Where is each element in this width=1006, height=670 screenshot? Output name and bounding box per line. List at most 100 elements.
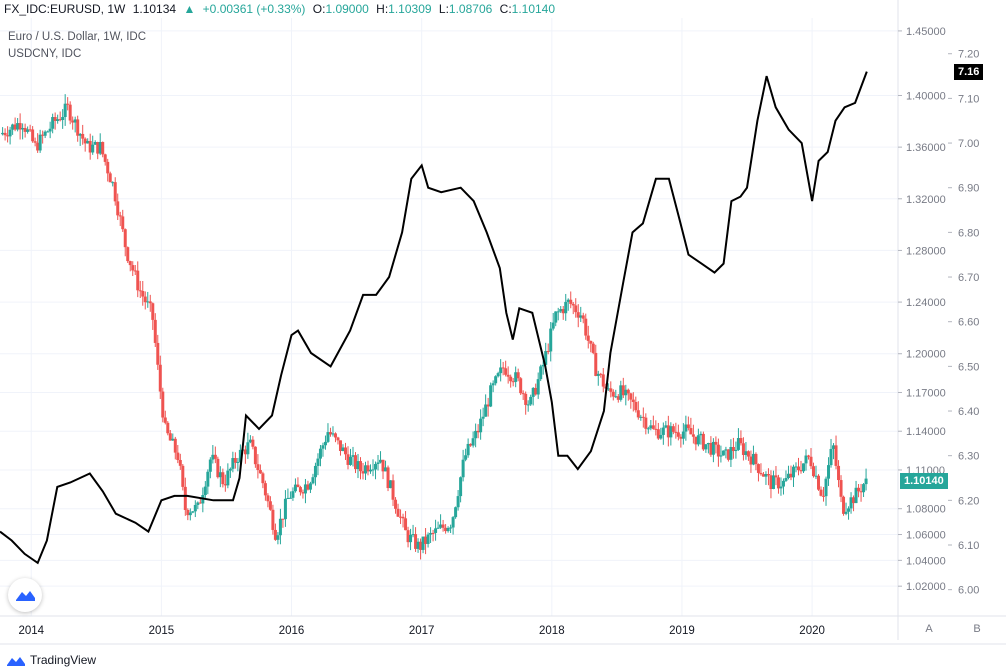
candle-body xyxy=(389,480,393,489)
usdcny-line xyxy=(0,71,868,565)
overlay-series-legend[interactable]: USDCNY, IDC xyxy=(8,48,82,60)
candle-body xyxy=(48,128,52,132)
candle-body xyxy=(639,416,643,418)
candle-body xyxy=(313,465,317,478)
candle-body xyxy=(579,315,583,318)
candle-body xyxy=(616,396,620,400)
candle-body xyxy=(333,433,337,438)
candle-body xyxy=(839,480,843,497)
candle-body xyxy=(374,463,378,470)
candle-body xyxy=(253,446,257,465)
eurusd-tick-label: 1.20000 xyxy=(906,349,946,361)
candle-body xyxy=(461,459,465,478)
candle-body xyxy=(216,458,220,478)
candle-body xyxy=(31,129,35,142)
usdcny-tick-label: 7.10 xyxy=(958,93,979,105)
candle-body xyxy=(496,373,500,377)
candle-body xyxy=(66,103,70,105)
eurusd-tick-label: 1.02000 xyxy=(906,581,946,593)
candle-body xyxy=(832,445,836,449)
candle-body xyxy=(379,459,383,463)
candle-body xyxy=(36,142,40,151)
time-tick-label: 2016 xyxy=(279,625,305,637)
candle-body xyxy=(736,438,740,450)
candle-body xyxy=(776,477,780,489)
candle-body xyxy=(829,448,833,466)
candle-body xyxy=(303,484,307,494)
candle-body xyxy=(819,489,823,496)
candle-body xyxy=(196,502,200,505)
candle-body xyxy=(719,455,723,457)
footer-brand[interactable]: TradingView xyxy=(6,651,96,669)
candle-body xyxy=(817,475,821,490)
symbol-name[interactable]: FX_IDC:EURUSD, 1W xyxy=(4,2,126,16)
tradingview-logo-button[interactable] xyxy=(8,578,42,612)
candle-body xyxy=(644,417,648,429)
candle-body xyxy=(3,132,7,136)
candle-body xyxy=(464,455,468,460)
eurusd-tick-label: 1.32000 xyxy=(906,194,946,206)
candle-body xyxy=(714,441,718,445)
time-tick-label: 2017 xyxy=(409,625,435,637)
candle-body xyxy=(338,440,342,451)
candle-body xyxy=(669,426,673,438)
candle-body xyxy=(749,456,753,465)
candle-body xyxy=(656,429,660,439)
eurusd-tick-label: 1.08000 xyxy=(906,504,946,516)
candle-body xyxy=(471,438,475,446)
scale-b-button[interactable]: B xyxy=(973,623,981,635)
candle-body xyxy=(308,483,312,490)
candle-body xyxy=(406,530,410,543)
candle-body xyxy=(726,449,730,460)
candle-body xyxy=(76,119,80,136)
candle-body xyxy=(566,299,570,302)
candle-body xyxy=(514,372,518,382)
candle-body xyxy=(641,416,645,418)
open-value: 1.09000 xyxy=(325,2,369,16)
candle-body xyxy=(166,422,170,434)
candle-body xyxy=(341,447,345,451)
candle-body xyxy=(849,497,853,509)
candle-body xyxy=(544,351,548,365)
candle-body xyxy=(621,385,625,396)
candle-body xyxy=(506,374,510,377)
candle-body xyxy=(321,445,325,449)
candle-body xyxy=(581,315,585,319)
candle-body xyxy=(674,431,678,433)
candle-body xyxy=(106,161,110,174)
candle-body xyxy=(766,474,770,476)
candle-body xyxy=(243,449,247,455)
candle-body xyxy=(476,430,480,433)
candle-body xyxy=(328,432,332,435)
candle-body xyxy=(746,451,750,457)
candle-body xyxy=(41,134,45,136)
candle-body xyxy=(151,303,155,320)
candle-body xyxy=(426,534,430,544)
usdcny-tick-label: 7.20 xyxy=(958,49,979,61)
candle-body xyxy=(786,473,790,478)
candle-body xyxy=(113,182,117,202)
candle-body xyxy=(146,301,150,303)
candle-body xyxy=(46,131,50,133)
time-tick-label: 2015 xyxy=(149,625,175,637)
candle-body xyxy=(158,364,162,392)
candle-body xyxy=(444,527,448,532)
symbol-header: FX_IDC:EURUSD, 1W 1.10134 ▲ +0.00361 (+0… xyxy=(4,0,559,18)
usdcny-tick-label: 6.40 xyxy=(958,406,979,418)
candle-body xyxy=(854,487,858,504)
candle-body xyxy=(251,439,255,447)
candle-body xyxy=(51,117,55,129)
candle-body xyxy=(409,534,413,543)
candle-body xyxy=(574,305,578,313)
main-series-legend[interactable]: Euro / U.S. Dollar, 1W, IDC xyxy=(8,31,147,43)
candle-body xyxy=(862,484,866,493)
candle-body xyxy=(71,120,75,123)
scale-auto-button[interactable]: A xyxy=(925,623,933,635)
candle-body xyxy=(291,491,295,498)
candle-body xyxy=(716,444,720,457)
candle-body xyxy=(559,309,563,312)
candle-body xyxy=(311,477,315,484)
candle-body xyxy=(631,399,635,403)
candle-body xyxy=(564,301,568,314)
